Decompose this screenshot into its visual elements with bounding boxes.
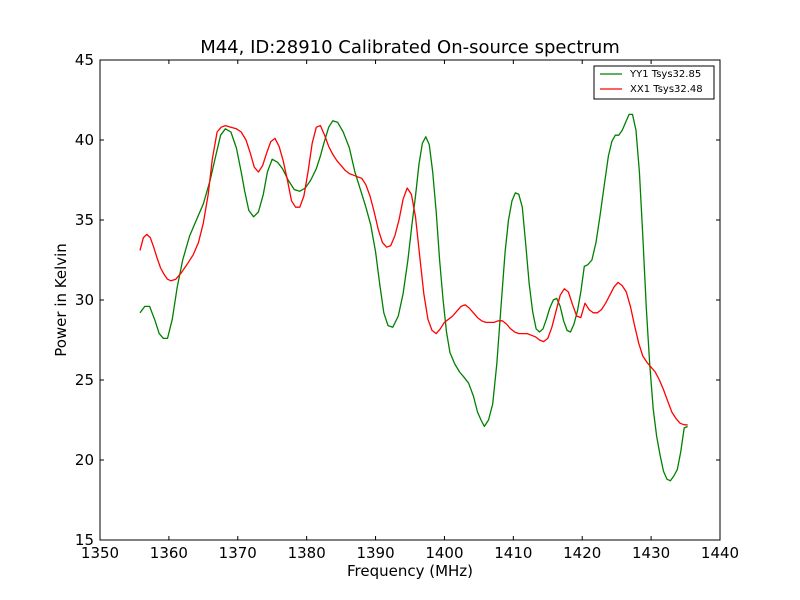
chart-title: M44, ID:28910 Calibrated On-source spect…	[200, 37, 620, 58]
legend-box	[593, 65, 715, 100]
x-axis-ticks: 1350 1360 1370 1380 1390 1400 1410 1420 1430 1440	[81, 60, 739, 562]
x-axis-label: Frequency (MHz)	[347, 562, 473, 580]
series-line-xx1	[139, 124, 688, 426]
y-tick-label: 45	[75, 51, 94, 69]
x-tick-label: 1380	[288, 544, 326, 562]
x-tick-label: 1390	[356, 544, 394, 562]
x-tick-label: 1350	[81, 544, 119, 562]
y-tick-label: 20	[75, 451, 94, 469]
x-tick-label: 1420	[563, 544, 601, 562]
legend-label-xx1: XX1 Tsys32.48	[630, 84, 703, 95]
x-tick-label: 1370	[219, 544, 257, 562]
y-axis-ticks: 15 20 25 30 35 40 45	[75, 51, 720, 549]
y-tick-label: 25	[75, 371, 94, 389]
x-tick-label: 1410	[494, 544, 532, 562]
x-tick-label: 1400	[425, 544, 463, 562]
plot-lines	[139, 113, 688, 482]
y-axis-label: Power in Kelvin	[52, 243, 70, 357]
y-tick-label: 15	[75, 531, 94, 549]
series-line-yy1	[139, 113, 688, 482]
legend-label-yy1: YY1 Tsys32.85	[629, 69, 701, 80]
y-tick-label: 30	[75, 291, 94, 309]
y-tick-label: 35	[75, 211, 94, 229]
x-tick-label: 1430	[632, 544, 670, 562]
x-tick-label: 1440	[701, 544, 739, 562]
x-tick-label: 1360	[150, 544, 188, 562]
y-tick-label: 40	[75, 131, 94, 149]
legend: YY1 Tsys32.85 XX1 Tsys32.48	[593, 65, 715, 100]
